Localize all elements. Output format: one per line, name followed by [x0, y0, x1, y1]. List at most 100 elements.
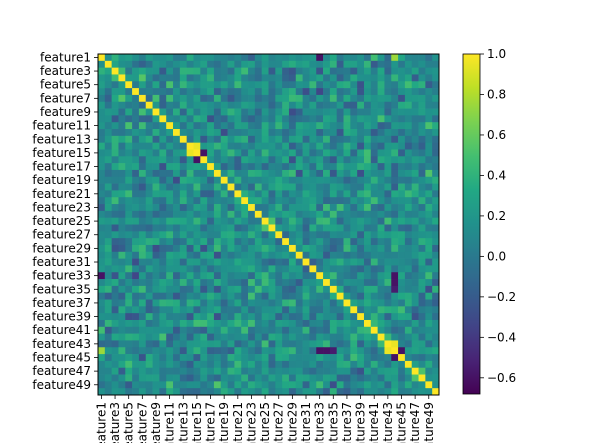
heatmap-cell-feature37-feature33 — [316, 299, 324, 307]
heatmap-cell-feature45-feature30 — [295, 354, 303, 362]
heatmap-cell-feature24-feature39 — [357, 210, 365, 219]
heatmap-cell-feature22-feature43 — [384, 197, 392, 205]
heatmap-cell-feature30-feature49 — [425, 251, 433, 259]
heatmap-cell-feature32-feature19 — [220, 265, 228, 273]
heatmap-cell-feature39-feature44 — [391, 313, 399, 321]
heatmap-cell-feature14-feature29 — [288, 142, 297, 150]
heatmap-cell-feature2-feature41 — [370, 60, 378, 68]
heatmap-cell-feature8-feature27 — [275, 101, 283, 109]
heatmap-cell-feature20-feature30 — [295, 183, 303, 191]
heatmap-cell-feature36-feature30 — [295, 292, 303, 300]
heatmap-cell-feature19-feature46 — [404, 176, 413, 184]
heatmap-cell-feature41-feature23 — [248, 326, 256, 334]
heatmap-cell-feature20-feature5 — [125, 183, 133, 191]
heatmap-cell-feature37-feature29 — [288, 299, 297, 307]
heatmap-cell-feature18-feature25 — [261, 169, 269, 178]
heatmap-cell-feature19-feature16 — [200, 176, 208, 184]
heatmap-cell-feature10-feature38 — [350, 115, 358, 123]
heatmap-cell-feature41-feature27 — [275, 326, 283, 334]
heatmap-cell-feature38-feature3 — [111, 306, 119, 314]
heatmap-cell-feature1-feature33 — [316, 54, 324, 62]
heatmap-cell-feature38-feature43 — [384, 306, 392, 314]
heatmap-cell-feature15-feature24 — [254, 149, 263, 157]
heatmap-cell-feature21-feature34 — [323, 190, 331, 198]
heatmap-cell-feature8-feature35 — [329, 101, 338, 109]
x-tick-label-feature5: feature5 — [122, 402, 136, 443]
heatmap-cell-feature22-feature36 — [336, 197, 344, 205]
heatmap-cell-feature3-feature29 — [288, 67, 297, 75]
heatmap-cell-feature13-feature16 — [200, 135, 208, 144]
heatmap-cell-feature28-feature10 — [159, 238, 167, 246]
heatmap-cell-feature4-feature36 — [336, 74, 344, 82]
heatmap-cell-feature25-feature23 — [248, 217, 256, 225]
heatmap-cell-feature39-feature10 — [159, 313, 167, 321]
heatmap-cell-feature3-feature36 — [336, 67, 344, 75]
x-tick-label-feature17: feature17 — [204, 402, 218, 443]
heatmap-cell-feature36-feature9 — [152, 292, 160, 300]
heatmap-cell-feature47-feature28 — [282, 367, 290, 375]
heatmap-cell-feature17-feature7 — [138, 163, 147, 171]
heatmap-cell-feature8-feature7 — [138, 101, 147, 109]
heatmap-cell-feature47-feature30 — [295, 367, 303, 375]
heatmap-cell-feature38-feature50 — [432, 306, 440, 314]
heatmap-cell-feature15-feature49 — [425, 149, 433, 157]
heatmap-cells — [98, 54, 440, 396]
heatmap-cell-feature7-feature30 — [295, 94, 303, 103]
heatmap-cell-feature8-feature19 — [220, 101, 228, 109]
heatmap-cell-feature42-feature41 — [370, 333, 378, 341]
heatmap-cell-feature46-feature22 — [241, 360, 249, 369]
heatmap-cell-feature36-feature15 — [193, 292, 201, 300]
heatmap-cell-feature18-feature22 — [241, 169, 249, 178]
heatmap-cell-feature7-feature14 — [186, 94, 194, 103]
heatmap-cell-feature28-feature28 — [282, 238, 290, 246]
heatmap-cell-feature16-feature50 — [432, 156, 440, 164]
heatmap-cell-feature33-feature12 — [173, 272, 181, 280]
heatmap-cell-feature10-feature35 — [329, 115, 338, 123]
heatmap-cell-feature41-feature1 — [98, 326, 106, 334]
heatmap-cell-feature6-feature6 — [132, 88, 140, 96]
heatmap-cell-feature29-feature40 — [363, 244, 372, 253]
heatmap-cell-feature10-feature17 — [207, 115, 215, 123]
heatmap-cell-feature28-feature39 — [357, 238, 365, 246]
heatmap-cell-feature48-feature2 — [104, 374, 112, 382]
heatmap-cell-feature26-feature21 — [234, 224, 242, 232]
heatmap-cell-feature12-feature17 — [207, 129, 215, 137]
heatmap-cell-feature17-feature38 — [350, 163, 358, 171]
heatmap-cell-feature23-feature32 — [309, 204, 317, 212]
heatmap-cell-feature49-feature37 — [343, 381, 351, 389]
heatmap-cell-feature46-feature28 — [282, 360, 290, 369]
heatmap-cell-feature18-feature11 — [166, 169, 174, 178]
heatmap-cell-feature26-feature6 — [132, 224, 140, 232]
heatmap-cell-feature26-feature34 — [323, 224, 331, 232]
heatmap-cell-feature45-feature27 — [275, 354, 283, 362]
heatmap-cell-feature40-feature17 — [207, 319, 215, 328]
heatmap-cell-feature33-feature40 — [363, 272, 372, 280]
heatmap-cell-feature50-feature8 — [145, 388, 153, 396]
heatmap-cell-feature3-feature27 — [275, 67, 283, 75]
heatmap-cell-feature32-feature3 — [111, 265, 119, 273]
heatmap-cell-feature34-feature13 — [179, 279, 188, 287]
heatmap-cell-feature40-feature39 — [357, 319, 365, 328]
heatmap-cell-feature18-feature47 — [411, 169, 419, 178]
heatmap-cell-feature28-feature29 — [288, 238, 297, 246]
heatmap-cell-feature20-feature39 — [357, 183, 365, 191]
heatmap-cell-feature35-feature42 — [377, 285, 385, 294]
heatmap-cell-feature41-feature5 — [125, 326, 133, 334]
heatmap-cell-feature28-feature31 — [302, 238, 310, 246]
heatmap-cell-feature27-feature34 — [323, 231, 331, 239]
heatmap-cell-feature43-feature3 — [111, 340, 119, 348]
heatmap-cell-feature18-feature10 — [159, 169, 167, 178]
heatmap-cell-feature33-feature28 — [282, 272, 290, 280]
heatmap-cell-feature17-feature3 — [111, 163, 119, 171]
heatmap-cell-feature46-feature48 — [418, 360, 426, 369]
heatmap-cell-feature1-feature42 — [377, 54, 385, 62]
heatmap-cell-feature24-feature19 — [220, 210, 228, 219]
heatmap-cell-feature23-feature40 — [363, 204, 372, 212]
heatmap-cell-feature5-feature48 — [418, 81, 426, 89]
heatmap-cell-feature43-feature31 — [302, 340, 310, 348]
heatmap-cell-feature16-feature11 — [166, 156, 174, 164]
heatmap-cell-feature40-feature38 — [350, 319, 358, 328]
heatmap-cell-feature15-feature35 — [329, 149, 338, 157]
heatmap-cell-feature11-feature34 — [323, 122, 331, 130]
heatmap-cell-feature41-feature37 — [343, 326, 351, 334]
